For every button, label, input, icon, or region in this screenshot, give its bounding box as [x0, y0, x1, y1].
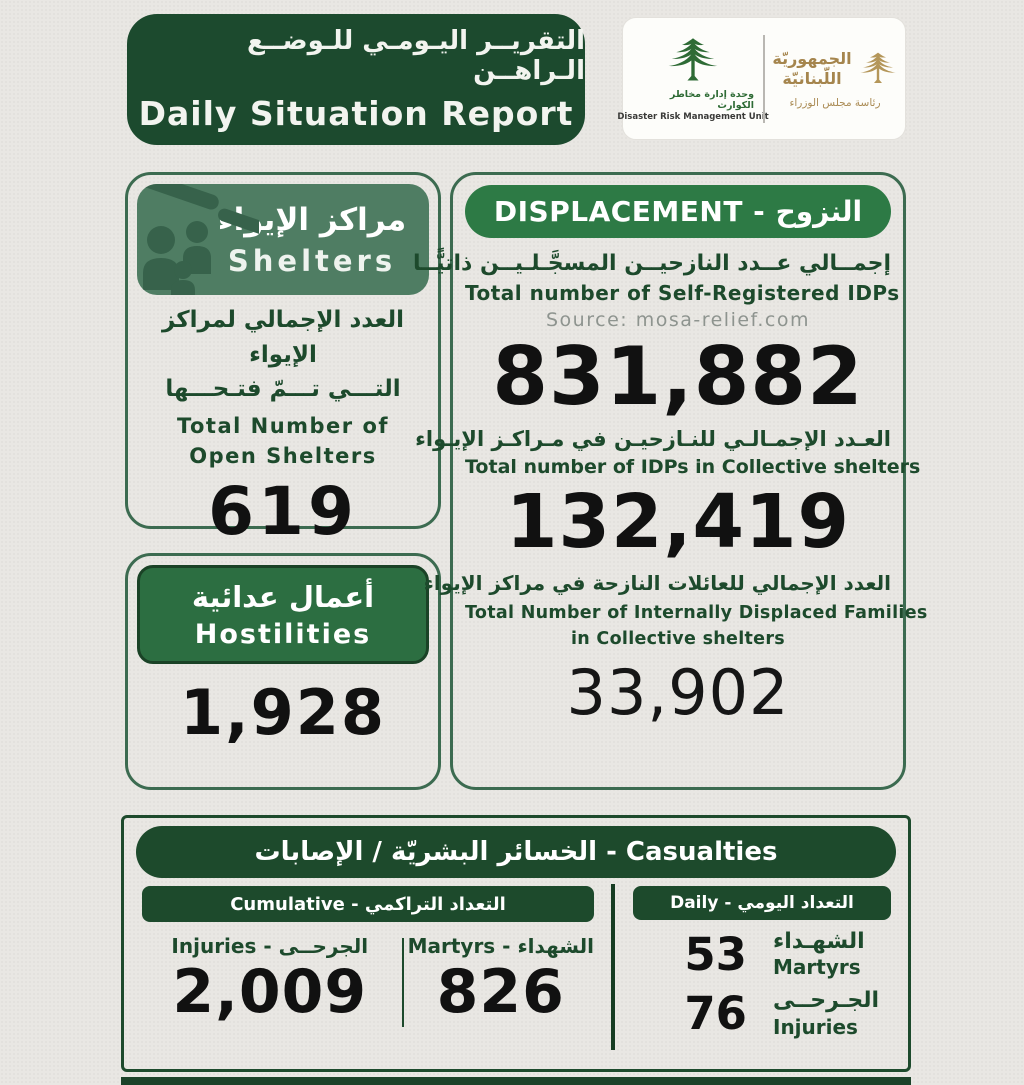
republic-name-arabic: الجمهوريّة اللّبنانيّة — [772, 49, 851, 89]
daily-martyrs-row: 53 الشهـداء Martyrs — [633, 929, 891, 979]
daily-martyrs-label: الشهـداء Martyrs — [773, 929, 891, 979]
daily-martyrs-label-english: Martyrs — [773, 955, 861, 980]
logo-card: وحدة إدارة مخاطر الكوارث Disaster Risk M… — [617, 17, 906, 140]
report-title-banner: التقريــر اليـومـي للـوضــع الـراهــن Da… — [127, 14, 585, 145]
cumulative-injuries-cell: Injuries - الجرحــى 2,009 — [142, 934, 398, 1027]
casualties-header: الخسائر البشريّة / الإصابات - Casualties — [136, 826, 896, 878]
daily-martyrs-value: 53 — [684, 927, 747, 981]
shelters-label-arabic-line2: التـــي تـــمّ فتـحـــها — [165, 376, 401, 402]
shelters-section: مراكز الإيواء Shelters العدد الإجمالي لم… — [125, 172, 441, 547]
cumulative-subheader: Cumulative - التعداد التراكمي — [142, 886, 594, 922]
daily-injuries-row: 76 الجـرحــى Injuries — [633, 988, 891, 1038]
hostilities-section: أعمال عدائية Hostilities 1,928 — [125, 553, 441, 790]
daily-injuries-label: الجـرحــى Injuries — [773, 988, 891, 1038]
families-shelters-label-english-line2: in Collective shelters — [570, 628, 785, 649]
idps-shelters-label-arabic: العـدد الإجمـالـي للنـازحيـن في مـراكـز … — [415, 427, 891, 451]
shelter-people-icon — [137, 184, 259, 295]
self-registered-label-arabic: إجمــالي عــدد النازحيــن المسجَّـلـيــن… — [412, 251, 891, 276]
bottom-strip — [121, 1077, 911, 1085]
displacement-section: DISPLACEMENT - النزوح إجمــالي عــدد الن… — [412, 172, 928, 790]
drm-unit-name-arabic: وحدة إدارة مخاطر الكوارث — [669, 88, 754, 111]
drm-unit-name-english: Disaster Risk Management Unit — [617, 111, 769, 122]
cumulative-martyrs-label: Martyrs - الشهداء — [407, 934, 594, 958]
cumulative-values-row: Injuries - الجرحــى 2,009 Martyrs - الشه… — [142, 934, 594, 1027]
self-registered-source: Source: mosa-relief.com — [546, 309, 810, 331]
cumulative-martyrs-value: 826 — [436, 957, 565, 1027]
report-title-english: Daily Situation Report — [138, 94, 574, 133]
cedar-tree-gold-icon — [860, 52, 896, 83]
shelters-value: 619 — [208, 473, 358, 551]
report-title-arabic: التقريــر اليـومـي للـوضــع الـراهــن — [247, 26, 585, 86]
cumulative-injuries-label: Injuries - الجرحــى — [171, 934, 369, 958]
casualties-main-divider — [611, 884, 615, 1050]
lebanese-republic-logo: الجمهوريّة اللّبنانيّة رئاسة مجلس الوزرا… — [772, 49, 896, 109]
families-shelters-label-english-line1: Total Number of Internally Displaced Fam… — [465, 602, 928, 623]
idps-shelters-value: 132,419 — [505, 479, 851, 565]
daily-injuries-label-arabic: الجـرحــى — [773, 988, 880, 1014]
cumulative-inner-divider — [401, 938, 404, 1027]
casualties-section: الخسائر البشريّة / الإصابات - Casualties… — [121, 815, 911, 1072]
shelters-label-english: Total Number of Open Shelters — [176, 413, 390, 468]
self-registered-value: 831,882 — [492, 330, 864, 423]
republic-subtitle-arabic: رئاسة مجلس الوزراء — [789, 96, 881, 109]
self-registered-label-english: Total number of Self-Registered IDPs — [465, 281, 900, 305]
casualties-cumulative-column: Cumulative - التعداد التراكمي Injuries -… — [142, 886, 594, 1027]
daily-martyrs-label-arabic: الشهـداء — [773, 929, 865, 954]
displacement-header: DISPLACEMENT - النزوح — [465, 185, 891, 238]
logo-divider — [763, 34, 765, 123]
shelters-header: مراكز الإيواء Shelters — [137, 184, 429, 295]
hostilities-title-english: Hostilities — [194, 618, 372, 650]
shelters-label-arabic: العدد الإجمالي لمراكز الإيواء التـــي تـ… — [137, 303, 429, 407]
families-shelters-label-arabic: العدد الإجمالي للعائلات النازحة في مراكز… — [423, 570, 891, 595]
republic-name-line2: اللّبنانيّة — [782, 68, 842, 88]
cumulative-injuries-value: 2,009 — [172, 957, 368, 1027]
daily-injuries-value: 76 — [684, 987, 747, 1041]
shelters-label-arabic-line1: العدد الإجمالي لمراكز الإيواء — [161, 307, 405, 368]
hostilities-value: 1,928 — [179, 676, 387, 749]
republic-name-line1: الجمهوريّة — [772, 48, 852, 68]
drm-unit-logo: وحدة إدارة مخاطر الكوارث Disaster Risk M… — [617, 36, 769, 122]
casualties-body: Cumulative - التعداد التراكمي Injuries -… — [124, 878, 908, 1066]
families-shelters-value: 33,902 — [566, 656, 790, 730]
families-shelters-label-english: Total Number of Internally Displaced Fam… — [465, 600, 928, 653]
cumulative-martyrs-cell: Martyrs - الشهداء 826 — [408, 934, 594, 1027]
daily-injuries-label-english: Injuries — [773, 1014, 858, 1039]
hostilities-header: أعمال عدائية Hostilities — [137, 565, 429, 664]
hostilities-title-arabic: أعمال عدائية — [191, 579, 375, 614]
shelters-title-english: Shelters — [227, 243, 397, 278]
casualties-daily-column: Daily - التعداد اليومي 53 الشهـداء Marty… — [633, 886, 891, 1039]
idps-shelters-label-english: Total number of IDPs in Collective shelt… — [465, 456, 921, 478]
daily-subheader: Daily - التعداد اليومي — [633, 886, 891, 920]
cedar-tree-icon — [668, 37, 718, 80]
